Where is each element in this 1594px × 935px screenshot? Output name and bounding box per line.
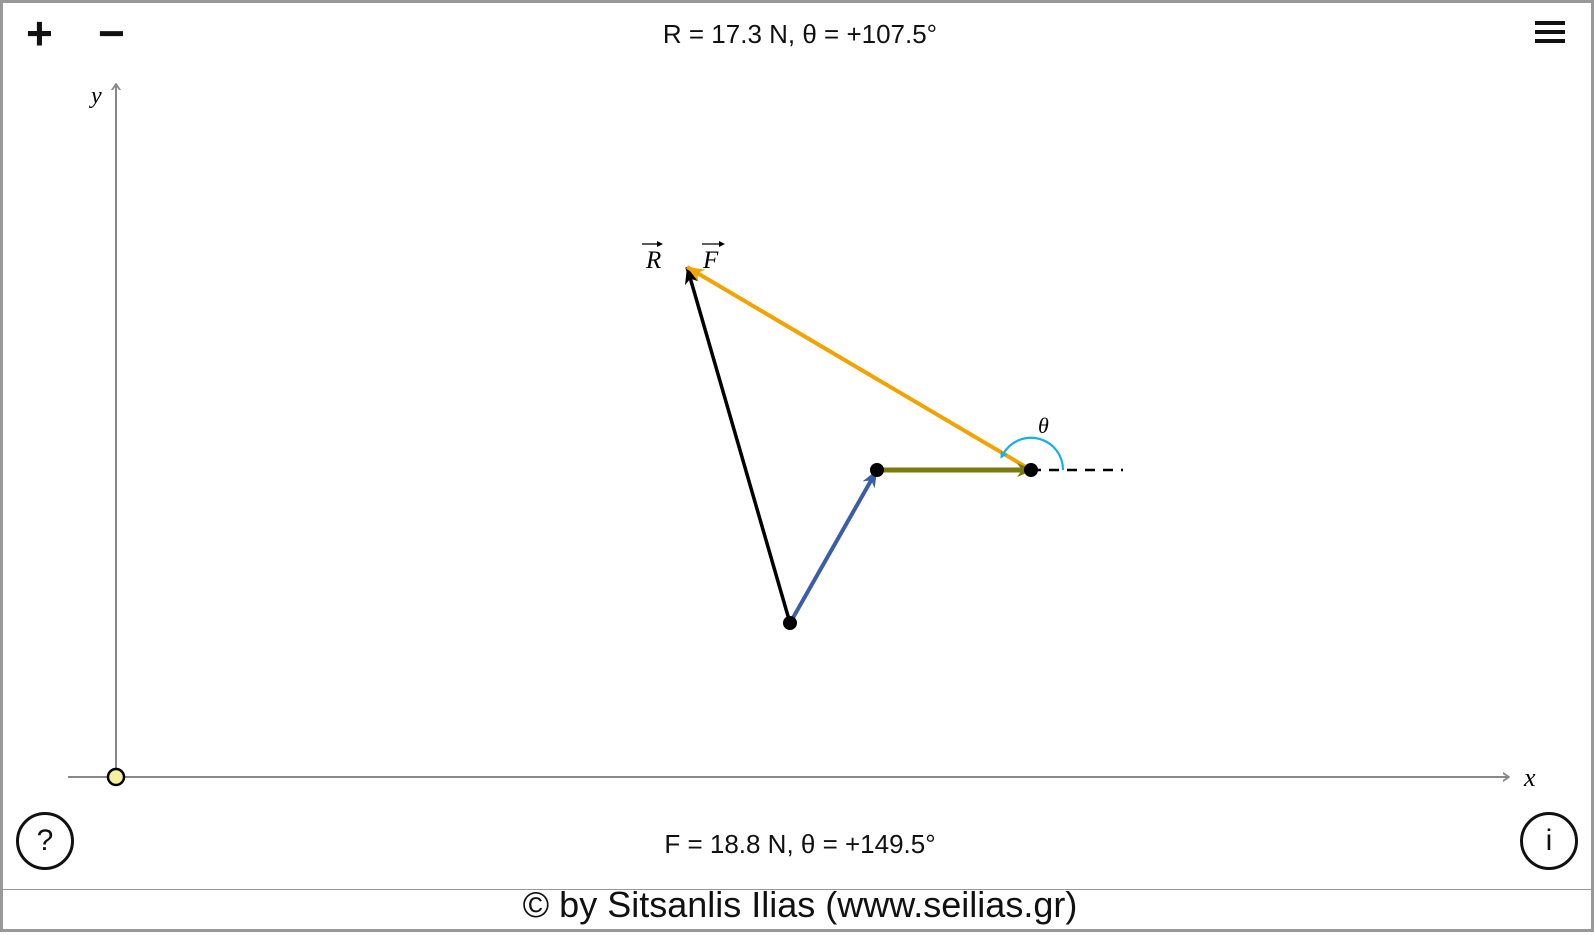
svg-text:θ: θ: [1038, 413, 1049, 438]
svg-text:F: F: [702, 247, 719, 274]
svg-text:R: R: [645, 247, 661, 274]
svg-text:x: x: [1523, 763, 1536, 792]
svg-text:y: y: [89, 83, 102, 109]
